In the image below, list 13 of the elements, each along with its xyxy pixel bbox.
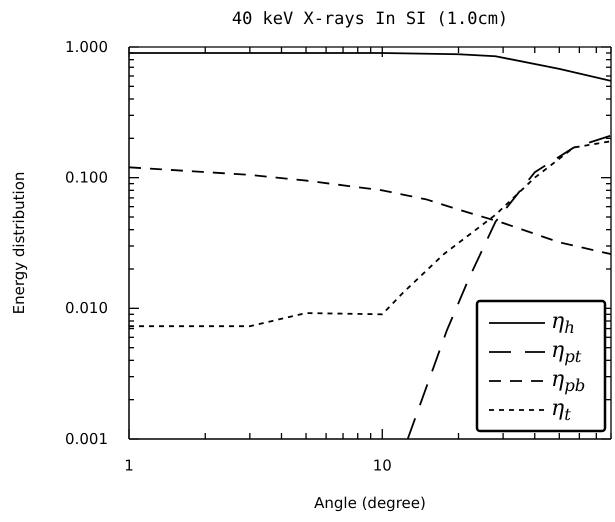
legend-label: η$_{pb}$ [551,367,586,395]
y-axis-title: Energy distribution [10,172,28,314]
chart-title: 40 keV X-rays In SI (1.0cm) [232,9,508,29]
legend-label: η$_{h}$ [551,309,575,337]
y-tick-label: 1.000 [65,38,108,56]
y-tick-label: 0.001 [65,430,108,448]
x-tick-label: 1 [124,456,134,474]
legend-label: η$_{t}$ [551,396,572,424]
y-tick-label: 0.010 [65,299,108,318]
x-axis-title: Angle (degree) [314,494,426,512]
y-tick-label: 0.100 [65,168,108,186]
x-tick-label: 10 [372,456,392,474]
legend-label: η$_{pt}$ [551,338,582,366]
